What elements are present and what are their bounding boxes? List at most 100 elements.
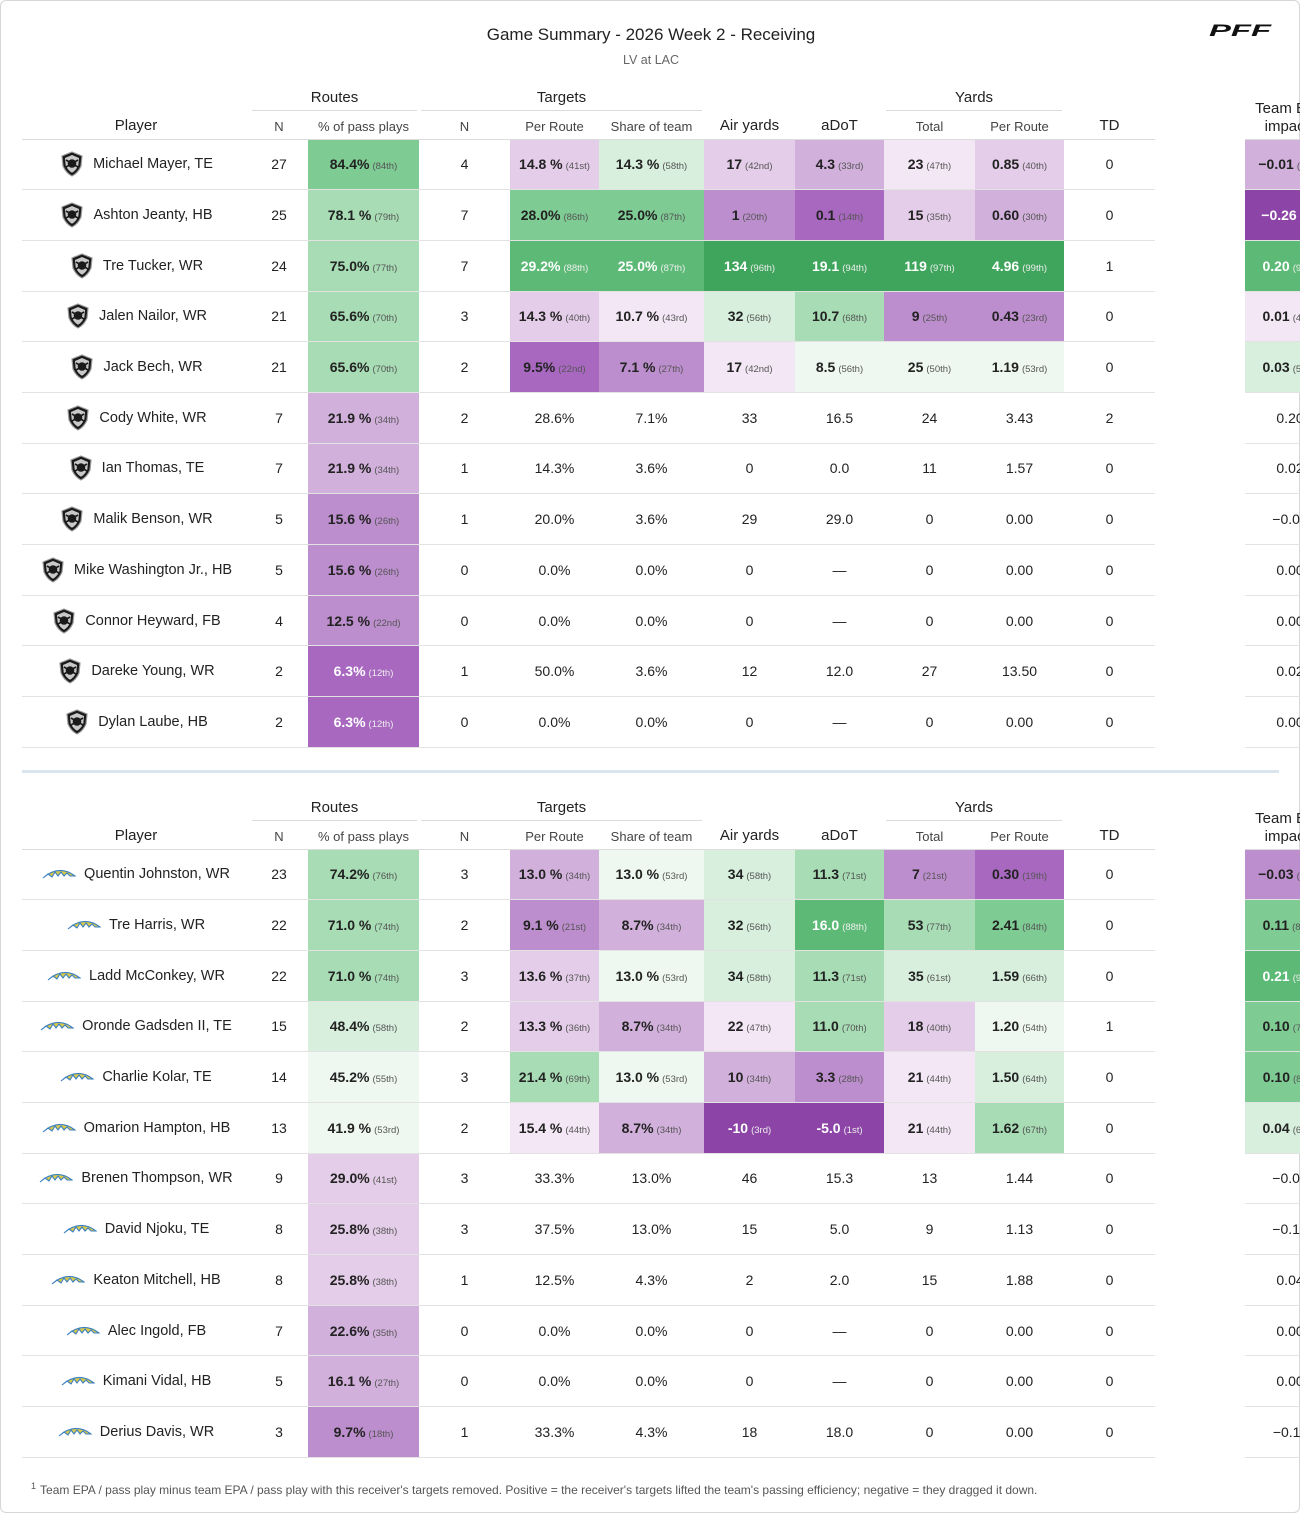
table-row: Quentin Johnston, WR 23 74.2% (76th) 3 13.0 %… — [22, 849, 1300, 901]
per-route-cell-value: 14.8 % — [519, 156, 563, 173]
routes-pct-cell-rank: (22nd) — [373, 617, 401, 629]
share-team-cell: 0.0% — [599, 544, 704, 596]
adot-cell-rank: (33rd) — [838, 161, 864, 173]
epa-cell-rank: (94th) — [1292, 262, 1300, 274]
routes-n-cell: 24 — [250, 240, 308, 292]
player-name: Charlie Kolar, TE — [102, 1069, 212, 1086]
player-name: Jalen Nailor, WR — [99, 308, 207, 325]
air-yards-cell: 0 — [704, 1305, 795, 1357]
per-route-cell: 0.0% — [510, 595, 599, 647]
epa-cell: 0.02 — [1245, 443, 1300, 495]
td-cell: 0 — [1064, 1355, 1156, 1408]
routes-pct-cell-value: 21.9 % — [327, 409, 372, 426]
routes-n-cell: 8 — [250, 1203, 308, 1255]
share-team-cell: 13.0% — [599, 1153, 704, 1205]
player-cell: Brenen Thompson, WR — [22, 1153, 250, 1205]
per-route-cell: 33.3% — [510, 1406, 599, 1458]
raiders-shield-icon — [69, 253, 95, 279]
targets-n-header: N — [419, 821, 510, 850]
yards-per-route-cell-rank: (30th) — [1022, 212, 1048, 224]
routes-pct-cell-value: 15.6 % — [327, 511, 372, 528]
adot-cell-rank: (28th) — [838, 1074, 864, 1086]
yards-total-cell-rank: (40th) — [926, 1023, 952, 1035]
yards-total-cell: 35 (61st) — [884, 950, 975, 1002]
yards-per-route-cell-rank: (84th) — [1022, 922, 1048, 934]
td-cell: 2 — [1064, 392, 1156, 444]
adot-header: aDoT — [795, 821, 884, 850]
share-team-cell: 3.6% — [599, 493, 704, 545]
routes-group-header: Routes — [250, 791, 419, 821]
routes-n-cell: 7 — [250, 1305, 308, 1357]
player-name: Oronde Gadsden II, TE — [82, 1018, 232, 1035]
adot-cell: 16.5 — [795, 392, 884, 444]
table-row: Dareke Young, WR 2 6.3% (12th) 1 50.0% 3.6% 12 1… — [22, 645, 1300, 698]
share-team-cell-rank: (43rd) — [662, 313, 688, 325]
routes-pct-cell-value: 45.2% — [329, 1069, 370, 1086]
routes-pct-cell: 6.3% (12th) — [308, 645, 419, 698]
yards-total-cell: 53 (77th) — [884, 899, 975, 951]
adot-cell: 0.1 (14th) — [795, 189, 884, 241]
air-yards-cell-rank: (42nd) — [745, 364, 773, 376]
routes-pct-cell-rank: (74th) — [374, 972, 400, 984]
adot-cell-value: 16.0 — [811, 917, 840, 934]
player-cell: David Njoku, TE — [22, 1203, 250, 1255]
chargers-bolt-icon — [51, 1272, 86, 1288]
routes-pct-cell-value: 12.5 % — [326, 612, 371, 629]
routes-n-cell: 5 — [250, 1355, 308, 1408]
adot-cell: 8.5 (56th) — [795, 341, 884, 393]
share-team-cell-rank: (27th) — [658, 364, 684, 376]
epa-cell-value: −0.01 — [1258, 156, 1294, 173]
share-team-cell: 13.0 % (53rd) — [599, 1051, 704, 1103]
player-name: Mike Washington Jr., HB — [73, 561, 233, 578]
raiders-shield-icon — [59, 506, 85, 532]
epa-cell: −0.11 — [1245, 1406, 1300, 1458]
adot-cell-rank: (71st) — [842, 972, 867, 984]
raiders-shield-icon — [69, 354, 95, 380]
td-cell: 0 — [1064, 189, 1156, 241]
routes-n-cell: 22 — [250, 899, 308, 951]
adot-cell: — — [795, 1355, 884, 1408]
epa-header: Team EPA impact1 — [1245, 791, 1300, 850]
routes-pct-cell-rank: (58th) — [372, 1023, 398, 1035]
air-yards-cell: 34 (58th) — [704, 950, 795, 1002]
routes-pct-cell-rank: (55th) — [372, 1074, 398, 1086]
raiders-shield-icon — [57, 658, 83, 684]
adot-cell: 29.0 — [795, 493, 884, 545]
page-title: Game Summary - 2026 Week 2 - Receiving — [486, 25, 816, 44]
adot-cell: 2.0 — [795, 1254, 884, 1306]
routes-pct-cell: 16.1 % (27th) — [308, 1355, 419, 1408]
gap-cell — [1155, 1356, 1245, 1407]
gap-cell — [1155, 646, 1245, 697]
td-cell: 0 — [1064, 1051, 1156, 1103]
per-route-cell: 37.5% — [510, 1203, 599, 1255]
targets-n-cell: 2 — [419, 392, 510, 444]
yards-per-route-header: Per Route — [975, 111, 1065, 140]
air-yards-cell: 0 — [704, 1355, 795, 1408]
epa-cell: 0.04 — [1245, 1254, 1300, 1306]
gap-cell — [1155, 1052, 1245, 1103]
yards-total-header: Total — [884, 111, 975, 140]
yards-per-route-cell-value: 4.96 — [991, 257, 1020, 274]
routes-n-cell: 25 — [250, 189, 308, 241]
targets-n-cell: 2 — [419, 341, 510, 393]
share-team-cell: 25.0% (87th) — [599, 189, 704, 241]
routes-pct-cell-rank: (38th) — [372, 1276, 398, 1288]
epa-cell: −0.01(34th) — [1245, 139, 1300, 191]
per-route-cell-value: 28.0% — [520, 207, 561, 224]
adot-cell-value: 11.0 — [812, 1018, 839, 1035]
routes-n-cell: 5 — [250, 493, 308, 545]
table-row: Charlie Kolar, TE 14 45.2% (55th) 3 21.4 % (69… — [22, 1051, 1300, 1103]
epa-cell-value: 0.10 — [1262, 1069, 1290, 1086]
adot-cell-value: 19.1 — [811, 257, 840, 274]
adot-cell-value: 11.3 — [812, 967, 840, 984]
targets-n-cell: 1 — [419, 493, 510, 545]
player-cell: Malik Benson, WR — [22, 493, 250, 545]
air-yards-cell: 33 — [704, 392, 795, 444]
td-cell: 0 — [1064, 341, 1156, 393]
player-cell: Ladd McConkey, WR — [22, 950, 250, 1002]
yards-total-cell: 0 — [884, 544, 975, 596]
player-name: Dareke Young, WR — [91, 663, 215, 680]
yards-per-route-cell: 0.30 (19th) — [975, 849, 1065, 901]
